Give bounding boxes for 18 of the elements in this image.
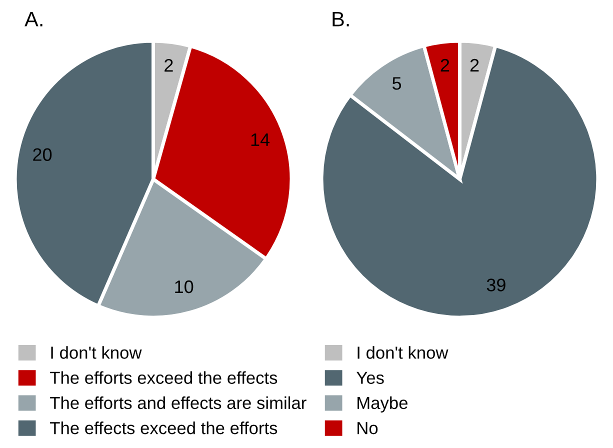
data-label: 39 xyxy=(486,278,506,292)
legend-label: The effects exceed the efforts xyxy=(50,421,278,434)
legend-label: I don't know xyxy=(358,346,448,359)
legend-label: Maybe xyxy=(358,396,408,413)
data-label: 2 xyxy=(440,58,450,72)
legend-label: The efforts and effects are similar xyxy=(50,396,306,410)
data-label: 2 xyxy=(470,58,479,72)
chart-title: B. xyxy=(332,12,349,26)
legend-label: I don't know xyxy=(51,346,142,359)
data-label: 5 xyxy=(392,77,402,90)
legend-label: Yes xyxy=(356,372,384,384)
legend-label: No xyxy=(358,422,378,434)
data-label: 10 xyxy=(175,280,194,294)
chart-title: A. xyxy=(24,12,42,26)
legend-label: The efforts exceed the effects xyxy=(50,371,278,384)
data-label: 14 xyxy=(251,133,270,146)
data-label: 2 xyxy=(164,58,173,72)
data-label: 20 xyxy=(33,148,52,161)
